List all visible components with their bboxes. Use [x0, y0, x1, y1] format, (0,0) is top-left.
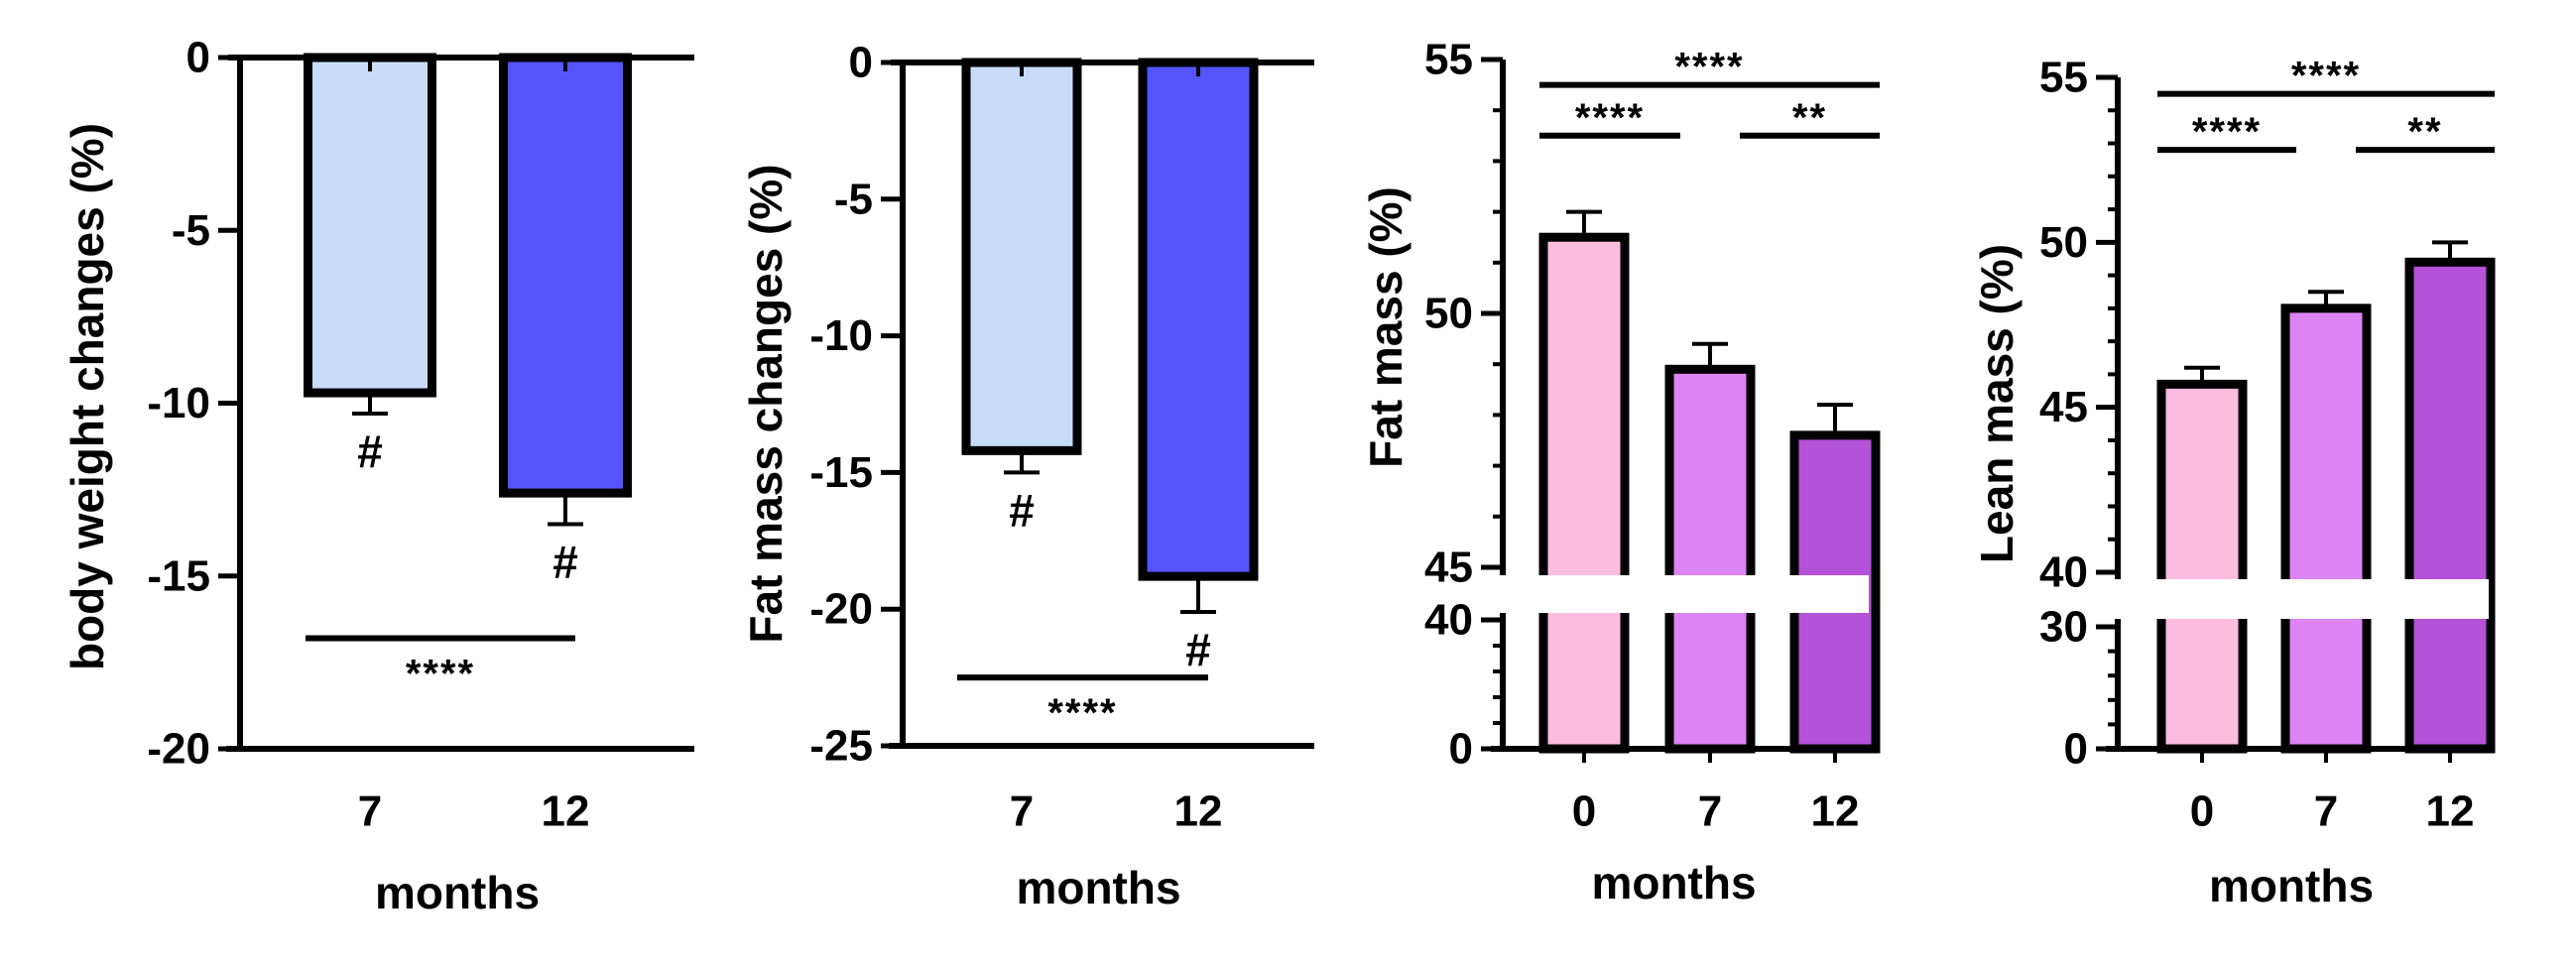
y-axis-label: Fat mass (%) [1360, 186, 1411, 468]
significance-label: **** [2192, 110, 2262, 154]
bar [2156, 379, 2248, 754]
bar [499, 53, 632, 498]
y-tick-label: -15 [809, 448, 873, 497]
y-axis-label: Fat mass changes (%) [740, 164, 792, 643]
y-tick-label: -20 [147, 725, 210, 774]
y-tick-label: -15 [147, 551, 210, 600]
significance-label: **** [1674, 46, 1744, 89]
x-tick-label: 0 [1572, 787, 1596, 836]
x-axis-label: months [375, 867, 540, 918]
y-tick-label: -5 [172, 206, 210, 255]
y-axis-label: body weight changes (%) [61, 123, 113, 670]
y-tick-label: 50 [1424, 290, 1473, 338]
y-tick-label: 45 [2039, 383, 2088, 431]
y-tick-label: 50 [2039, 218, 2088, 267]
x-axis-label: months [2209, 860, 2374, 911]
x-tick-label: 12 [1174, 787, 1223, 836]
axis-break-band [2122, 579, 2489, 619]
x-tick-label: 7 [358, 787, 382, 836]
significance-label: **** [1047, 691, 1117, 735]
bar-mark: # [1185, 624, 1211, 675]
y-tick-label: 0 [186, 34, 210, 82]
bar [1664, 364, 1756, 754]
bar [1138, 58, 1259, 581]
y-tick-label: -20 [809, 585, 873, 634]
x-tick-label: 12 [542, 787, 590, 836]
bar [961, 58, 1082, 455]
y-tick-label: 0 [849, 39, 873, 87]
bar [304, 53, 436, 398]
bar-mark: # [1009, 484, 1035, 536]
y-tick-label: 55 [2039, 54, 2088, 102]
significance-label: **** [406, 652, 475, 695]
bar [1538, 232, 1630, 754]
y-tick-label: 55 [1424, 36, 1473, 84]
bar-mark: # [357, 425, 383, 477]
y-axis-label: Lean mass (%) [1971, 244, 2023, 563]
y-tick-label: 0 [1449, 725, 1473, 774]
y-tick-label: -25 [809, 722, 873, 771]
x-tick-label: 12 [2426, 787, 2475, 836]
y-tick-label: 0 [2064, 725, 2088, 774]
y-tick-label: -5 [834, 175, 873, 223]
significance-label: ** [2407, 110, 2442, 154]
y-tick-label: -10 [809, 311, 873, 360]
axis-break-band [1507, 575, 1869, 613]
y-tick-label: 30 [2039, 603, 2088, 652]
significance-label: ** [1792, 96, 1827, 140]
x-axis-label: months [1016, 862, 1180, 913]
significance-label: **** [2291, 55, 2361, 98]
y-tick-label: 45 [1424, 544, 1473, 592]
y-tick-label: -10 [147, 379, 210, 427]
x-tick-label: 7 [1698, 787, 1722, 836]
bar [2280, 303, 2372, 754]
significance-label: **** [1575, 96, 1645, 140]
x-tick-label: 12 [1811, 787, 1860, 836]
y-tick-label: 40 [2039, 548, 2088, 597]
bar [2404, 257, 2496, 754]
y-tick-label: 40 [1424, 596, 1473, 645]
x-axis-label: months [1591, 857, 1756, 908]
x-tick-label: 7 [2314, 787, 2338, 836]
x-tick-label: 7 [1010, 787, 1034, 836]
x-tick-label: 0 [2190, 787, 2214, 836]
bar-mark: # [552, 536, 578, 587]
